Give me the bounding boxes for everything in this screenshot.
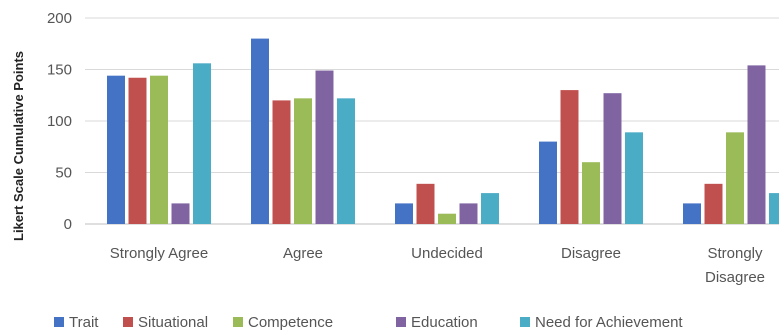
legend-label: Trait [69, 314, 99, 331]
bar-trait-3 [539, 141, 557, 224]
legend-label: Need for Achievement [535, 314, 683, 331]
y-axis-label: Likert Scale Cumulative Points [11, 51, 26, 241]
y-tick-label: 200 [47, 10, 72, 27]
category-label: Undecided [411, 245, 483, 262]
category-label: Disagree [561, 245, 621, 262]
bar-situational-1 [272, 100, 291, 224]
bar-need-for-achievement-0 [193, 63, 211, 224]
bar-need-for-achievement-4 [769, 193, 779, 224]
x-axis-categories: Strongly Agree Agree Undecided Disagree Stro… [110, 245, 765, 286]
legend-label: Situational [138, 314, 208, 331]
category-label: Disagree [705, 269, 765, 286]
legend-swatch-competence [233, 317, 243, 327]
y-tick-label: 0 [64, 216, 72, 233]
y-tick-label: 50 [55, 165, 72, 182]
bar-need-for-achievement-1 [337, 98, 355, 224]
bar-competence-3 [582, 162, 600, 224]
legend-swatch-education [396, 317, 406, 327]
bar-education-3 [603, 93, 622, 224]
category-label: Strongly [707, 245, 763, 262]
bar-competence-0 [150, 75, 168, 225]
bar-competence-2 [438, 213, 456, 224]
bar-education-0 [171, 203, 190, 224]
bars [107, 38, 779, 225]
category-label: Strongly Agree [110, 245, 208, 262]
bar-competence-1 [294, 98, 312, 224]
legend-swatch-situational [123, 317, 133, 327]
bar-situational-2 [416, 183, 435, 224]
bar-need-for-achievement-2 [481, 193, 499, 224]
legend-swatch-trait [54, 317, 64, 327]
y-tick-label: 150 [47, 62, 72, 79]
bar-trait-1 [251, 38, 269, 224]
category-label: Agree [283, 245, 323, 262]
bar-trait-4 [683, 203, 701, 224]
bar-trait-2 [395, 203, 413, 224]
legend-swatch-need-for-achievement [520, 317, 530, 327]
legend: Trait Situational Competence Education Need … [54, 314, 683, 331]
y-axis-ticks: 0 50 100 150 200 [47, 10, 72, 233]
bar-need-for-achievement-3 [625, 132, 643, 224]
bar-trait-0 [107, 75, 125, 225]
legend-label: Competence [248, 314, 333, 331]
legend-label: Education [411, 314, 478, 331]
y-tick-label: 100 [47, 113, 72, 130]
bar-situational-4 [704, 183, 723, 224]
bar-situational-0 [128, 77, 147, 225]
bar-education-4 [747, 65, 766, 224]
bar-education-1 [315, 70, 334, 224]
bar-situational-3 [560, 90, 579, 224]
bar-competence-4 [726, 132, 744, 224]
bar-education-2 [459, 203, 478, 224]
